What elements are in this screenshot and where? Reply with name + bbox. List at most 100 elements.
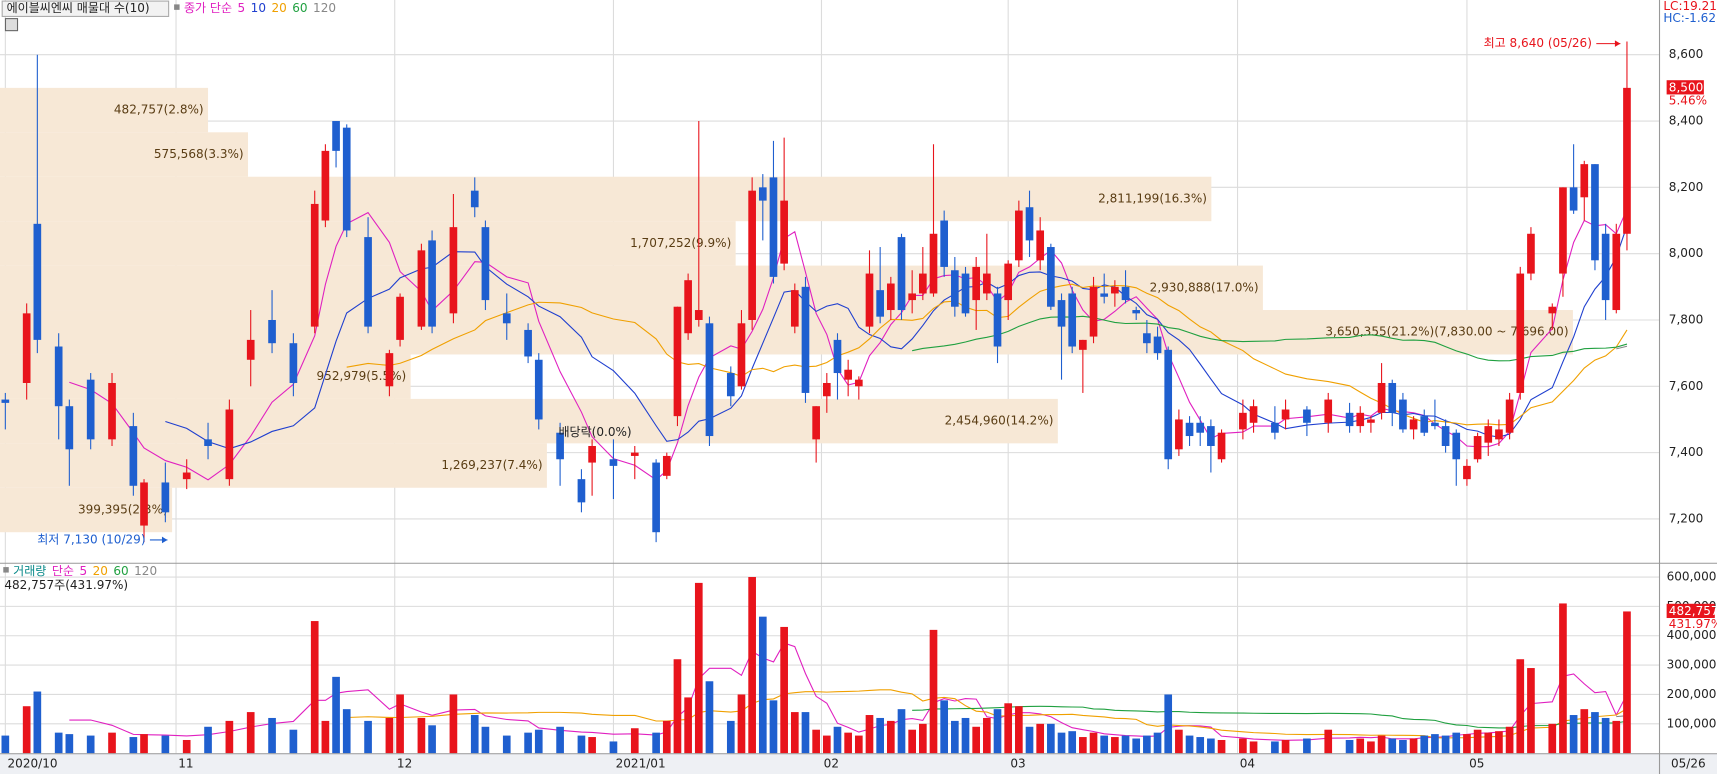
volume-bar bbox=[833, 726, 842, 754]
ma-line bbox=[346, 283, 1628, 426]
dividend-note: 배당락(0.0%) bbox=[558, 425, 631, 439]
volume-bar bbox=[1441, 735, 1450, 754]
candle-body bbox=[1089, 286, 1098, 337]
volume-bar bbox=[1399, 739, 1407, 754]
volume-bar bbox=[1559, 603, 1567, 754]
volume-bar bbox=[332, 676, 340, 754]
candle-body bbox=[33, 223, 42, 340]
candle-body bbox=[577, 479, 586, 503]
title-box[interactable] bbox=[1, 0, 170, 17]
candle-body bbox=[1303, 409, 1311, 423]
profile-band bbox=[0, 398, 1058, 444]
candle-body bbox=[1420, 416, 1429, 433]
y-tick-label: 7,800 bbox=[1669, 312, 1703, 326]
candle-body bbox=[1004, 263, 1013, 301]
volume-bar bbox=[1591, 712, 1599, 754]
volume-bar bbox=[1484, 732, 1493, 754]
volume-bar bbox=[1047, 723, 1055, 754]
candle-body bbox=[1196, 422, 1205, 433]
volume-bar bbox=[694, 582, 703, 754]
volume-bar bbox=[1057, 732, 1066, 754]
profile-band bbox=[0, 443, 547, 488]
candle-body bbox=[1484, 426, 1493, 443]
profile-label: 482,757(2.8%) bbox=[114, 103, 204, 117]
volume-bar bbox=[1505, 726, 1514, 754]
volume-bar bbox=[1239, 738, 1247, 754]
profile-label: 2,930,888(17.0%) bbox=[1150, 280, 1259, 294]
arrow-head bbox=[1614, 40, 1621, 47]
candle-body bbox=[481, 227, 490, 301]
volume-bar bbox=[1303, 738, 1311, 754]
volume-bar bbox=[1132, 738, 1141, 754]
candle-body bbox=[1431, 422, 1439, 427]
candle-body bbox=[694, 310, 703, 320]
candle-body bbox=[1239, 412, 1247, 430]
volume-bar bbox=[865, 715, 874, 754]
price-tag bbox=[1666, 80, 1704, 95]
y-tick-label: 8,400 bbox=[1669, 114, 1703, 128]
volume-bar bbox=[182, 739, 191, 754]
candle-body bbox=[1036, 230, 1045, 261]
profile-band bbox=[0, 354, 411, 399]
volume-bar bbox=[1420, 735, 1429, 754]
y-tick-label: 8,000 bbox=[1669, 246, 1703, 260]
volume-bar bbox=[1495, 731, 1503, 754]
volume-bar bbox=[1431, 734, 1439, 754]
volume-bar bbox=[1175, 729, 1183, 754]
volume-pct: 431.97% bbox=[1669, 617, 1717, 631]
profile-label: 575,568(3.3%) bbox=[154, 147, 244, 161]
candle-body bbox=[1559, 187, 1567, 274]
candle-body bbox=[662, 455, 671, 476]
profile-label: 1,269,237(7.4%) bbox=[441, 458, 542, 472]
volume-bar bbox=[1281, 739, 1290, 754]
candle-body bbox=[364, 237, 372, 327]
candle-body bbox=[972, 266, 981, 301]
candle-body bbox=[854, 379, 863, 387]
candle-body bbox=[1367, 419, 1375, 423]
candle-body bbox=[332, 121, 340, 151]
candle-body bbox=[268, 319, 276, 344]
x-tick-label: 02 bbox=[824, 757, 839, 771]
candle-body bbox=[929, 233, 938, 294]
end-date-label: 05/26 bbox=[1671, 757, 1706, 771]
volume-bar bbox=[1324, 729, 1333, 754]
candle-body bbox=[86, 379, 95, 440]
volume-bar bbox=[1516, 659, 1525, 754]
y-tick-label: 7,200 bbox=[1669, 511, 1703, 525]
price-tag-label: 8,500 bbox=[1669, 80, 1703, 94]
volume-bar bbox=[876, 717, 884, 754]
y-tick-label: 7,600 bbox=[1669, 379, 1703, 393]
x-tick-label: 05 bbox=[1469, 757, 1484, 771]
candle-body bbox=[1217, 432, 1226, 460]
candle-body bbox=[310, 203, 319, 327]
legend-marker bbox=[174, 4, 180, 10]
legend-entry: 60 bbox=[113, 564, 128, 578]
volume-bar bbox=[1217, 739, 1226, 754]
candle-body bbox=[396, 296, 404, 340]
candle-body bbox=[1516, 273, 1525, 393]
candle-body bbox=[1463, 465, 1471, 480]
volume-bar bbox=[1111, 737, 1119, 754]
candle-body bbox=[1185, 422, 1194, 437]
volume-bar bbox=[385, 717, 394, 754]
table-icon[interactable] bbox=[4, 18, 19, 32]
volume-bar bbox=[161, 735, 170, 754]
candle-body bbox=[1623, 87, 1631, 234]
volume-bar bbox=[364, 720, 372, 754]
candle-body bbox=[1377, 382, 1386, 413]
candle-body bbox=[876, 290, 884, 317]
candle-body bbox=[790, 290, 799, 327]
candle-body bbox=[801, 286, 810, 393]
chart-title: 에이블씨엔씨 매물대 수(10) bbox=[7, 1, 150, 15]
candle-body bbox=[769, 177, 778, 277]
volume-bar bbox=[854, 735, 863, 754]
volume-bar bbox=[108, 732, 116, 754]
volume-bar bbox=[801, 712, 810, 754]
candle-body bbox=[1601, 233, 1610, 301]
x-tick-label: 11 bbox=[178, 757, 193, 771]
candle-body bbox=[449, 227, 458, 314]
candle-body bbox=[161, 482, 170, 513]
volume-bar bbox=[1548, 723, 1557, 754]
candle-body bbox=[246, 339, 255, 360]
